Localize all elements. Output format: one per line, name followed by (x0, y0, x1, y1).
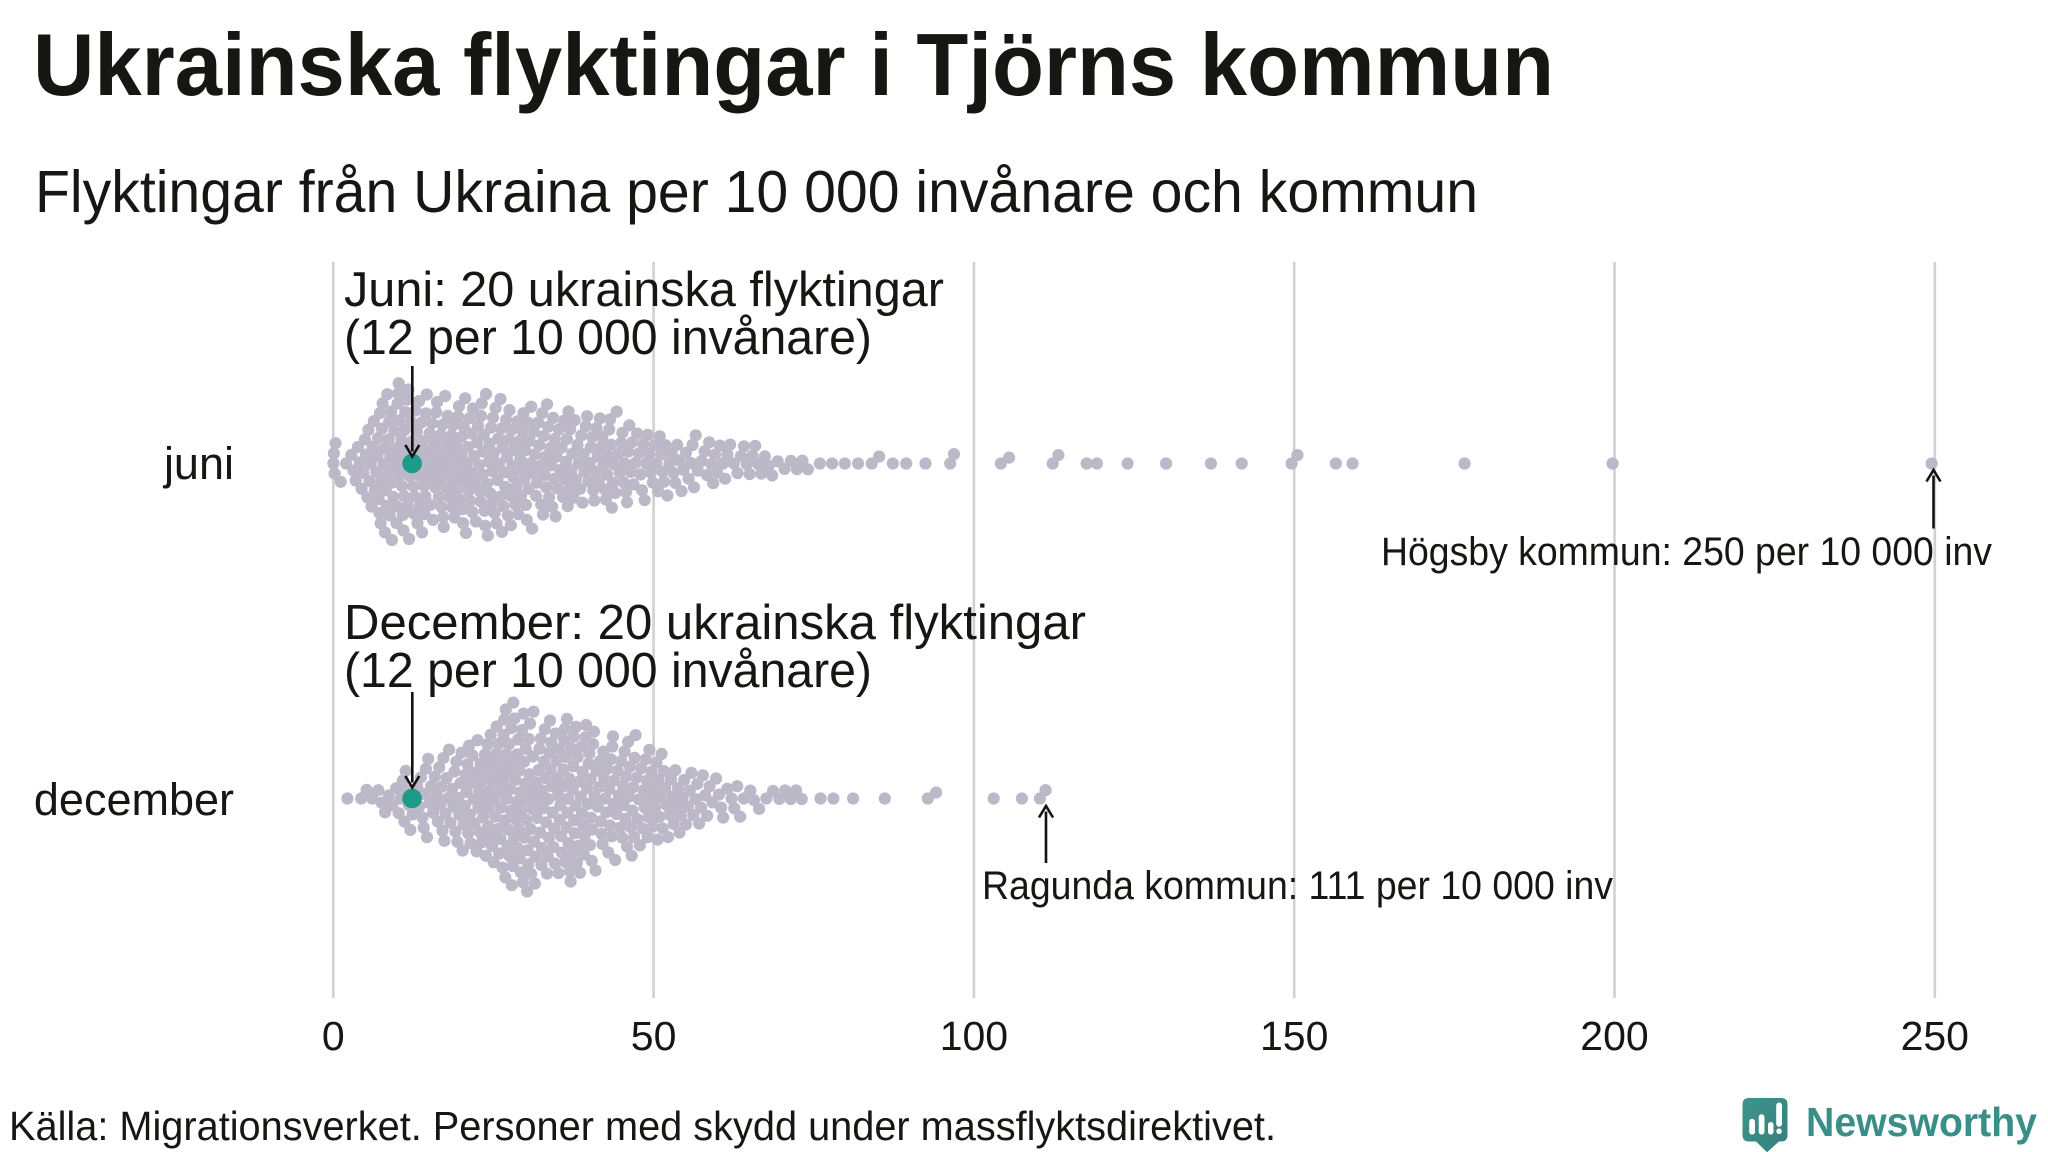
svg-text:Newsworthy: Newsworthy (1806, 1099, 2037, 1145)
svg-text:Ukrainska flyktingar i Tjörns: Ukrainska flyktingar i Tjörns kommun (33, 15, 1554, 114)
svg-text:100: 100 (940, 1013, 1008, 1059)
svg-text:250: 250 (1901, 1013, 1969, 1059)
svg-text:december: december (34, 774, 234, 825)
svg-text:(12 per 10 000 invånare): (12 per 10 000 invånare) (344, 644, 872, 698)
svg-text:150: 150 (1260, 1013, 1328, 1059)
svg-text:0: 0 (322, 1013, 345, 1059)
svg-text:Högsby kommun: 250 per 10 000: Högsby kommun: 250 per 10 000 inv (1381, 530, 1992, 574)
svg-text:December: 20 ukrainska flyktin: December: 20 ukrainska flyktingar (344, 596, 1086, 650)
svg-text:juni: juni (162, 438, 234, 489)
svg-text:Juni: 20 ukrainska flyktingar: Juni: 20 ukrainska flyktingar (344, 263, 944, 317)
svg-text:Ragunda kommun: 111 per 10 000: Ragunda kommun: 111 per 10 000 inv (982, 864, 1613, 908)
svg-text:(12 per 10 000 invånare): (12 per 10 000 invånare) (344, 311, 872, 365)
svg-text:200: 200 (1580, 1013, 1648, 1059)
svg-text:Flyktingar från Ukraina per 10: Flyktingar från Ukraina per 10 000 invån… (35, 159, 1478, 225)
svg-text:50: 50 (631, 1013, 677, 1059)
svg-text:Källa: Migrationsverket. Perso: Källa: Migrationsverket. Personer med sk… (9, 1103, 1276, 1149)
